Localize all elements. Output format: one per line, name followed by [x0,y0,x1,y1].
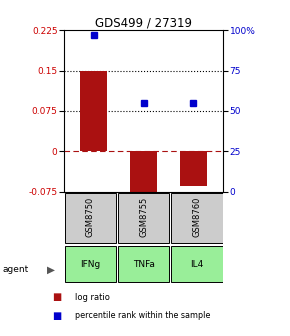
Text: IFNg: IFNg [80,260,101,268]
Bar [130,151,157,197]
Bar [118,246,169,282]
Bar [80,71,107,151]
Bar [118,193,169,243]
Text: agent: agent [3,265,29,274]
Text: GSM8750: GSM8750 [86,197,95,237]
Bar [65,246,116,282]
Text: log ratio: log ratio [75,293,110,302]
Bar [171,193,222,243]
Text: GSM8760: GSM8760 [192,196,201,237]
Text: ▶: ▶ [47,265,55,275]
Text: GSM8755: GSM8755 [139,197,148,237]
Text: percentile rank within the sample: percentile rank within the sample [75,311,211,320]
Bar [171,246,222,282]
Text: ■: ■ [52,311,61,321]
Text: IL4: IL4 [190,260,203,268]
Title: GDS499 / 27319: GDS499 / 27319 [95,16,192,29]
Bar [65,193,116,243]
Bar [180,151,207,186]
Text: ■: ■ [52,292,61,302]
Text: TNFa: TNFa [133,260,155,268]
